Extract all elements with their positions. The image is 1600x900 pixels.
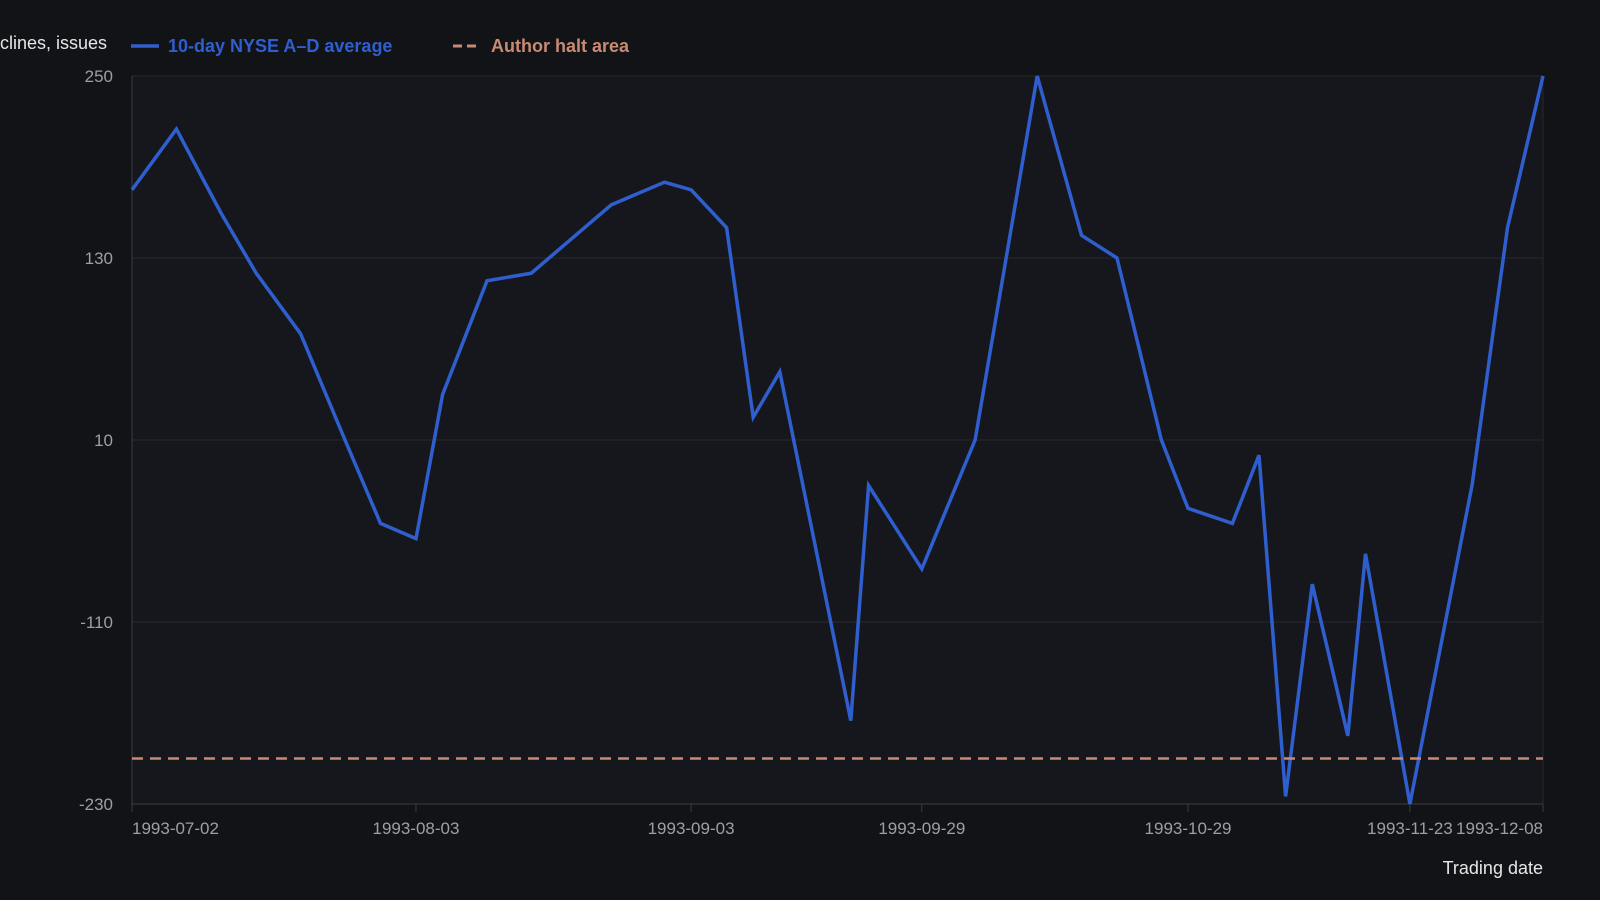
series-lines [130, 75, 1545, 805]
x-tick-label: 1993-09-03 [648, 819, 735, 838]
y-tick-label: 250 [85, 67, 113, 86]
legend: 10-day NYSE A–D average Author halt area [131, 36, 630, 56]
y-tick-label: -230 [79, 795, 113, 814]
x-tick-label: 1993-09-29 [878, 819, 965, 838]
legend-label: Author halt area [491, 36, 630, 56]
x-tick-label: 1993-12-08 [1456, 819, 1543, 838]
x-tick-label: 1993-08-03 [372, 819, 459, 838]
y-tick-label: 130 [85, 249, 113, 268]
x-tick-label: 1993-10-29 [1145, 819, 1232, 838]
y-tick-label: 10 [94, 431, 113, 450]
x-axis-label: Trading date [1443, 858, 1543, 878]
axes: 250 130 10 -110 -230 1993-07-02 1993-08-03 1993… [79, 67, 1544, 838]
y-axis-label: clines, issues [0, 33, 107, 53]
grid [132, 75, 1544, 805]
series-line [130, 75, 1545, 805]
x-tick-label: 1993-07-02 [132, 819, 219, 838]
legend-label: 10-day NYSE A–D average [168, 36, 392, 56]
y-tick-label: -110 [80, 613, 113, 632]
x-tick-label: 1993-11-23 [1367, 819, 1453, 838]
